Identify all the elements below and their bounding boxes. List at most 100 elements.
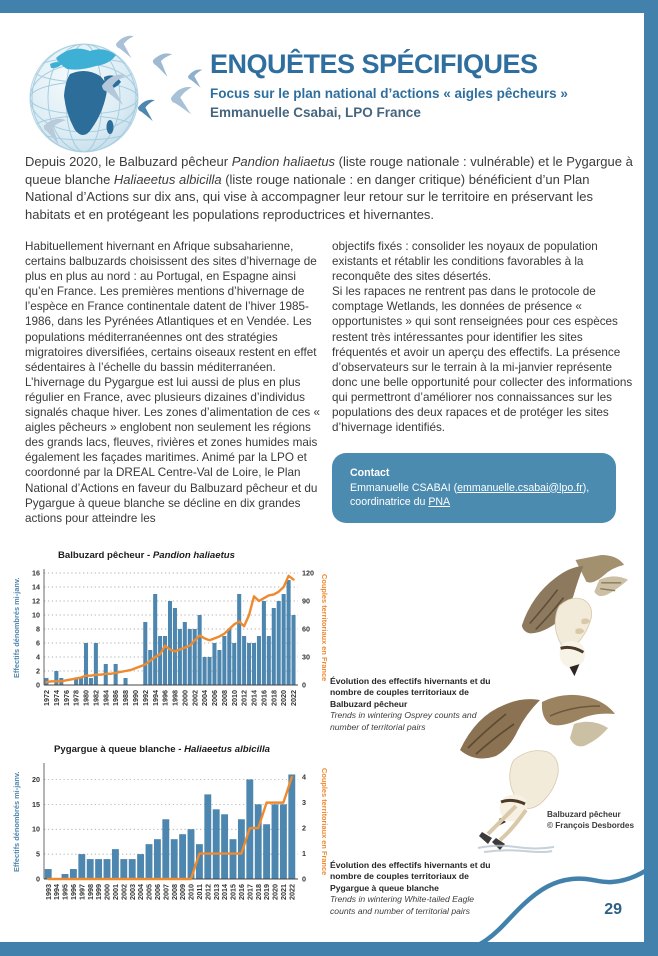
svg-text:1986: 1986 (111, 690, 120, 706)
species-name-latin: Pandion haliaetus (231, 154, 336, 169)
svg-text:2011: 2011 (195, 884, 204, 900)
svg-text:2012: 2012 (240, 690, 249, 706)
svg-text:0: 0 (36, 681, 40, 690)
caption-french: Évolution des effectifs hivernants et du… (330, 676, 491, 709)
svg-text:2001: 2001 (111, 884, 120, 900)
wave-decoration-icon (450, 860, 658, 956)
svg-text:2021: 2021 (279, 884, 288, 900)
svg-text:0: 0 (302, 681, 306, 690)
svg-text:1998: 1998 (171, 690, 180, 706)
contact-name: Emmanuelle CSABAI ( (350, 481, 458, 494)
species-name-latin: Haliaeetus albicilla (113, 171, 222, 187)
svg-text:2017: 2017 (245, 884, 254, 900)
svg-text:60: 60 (302, 625, 310, 634)
contact-email-link[interactable]: emmanuelle.csabai@lpo.fr (457, 481, 583, 494)
chart-title-species: Pandion haliaetus (152, 550, 235, 561)
svg-text:2022: 2022 (287, 884, 296, 900)
chart-title: Pygargue à queue blanche - Haliaeetus al… (54, 744, 270, 755)
svg-text:2016: 2016 (237, 884, 246, 900)
osprey-chart: Balbuzard pêcheur - Pandion haliaetus Ef… (12, 550, 336, 722)
svg-text:30: 30 (302, 653, 310, 662)
svg-text:2014: 2014 (220, 884, 229, 900)
svg-text:2010: 2010 (230, 690, 239, 706)
svg-text:1999: 1999 (94, 884, 103, 900)
svg-text:2009: 2009 (178, 884, 187, 900)
white-tailed-eagle-chart: Pygargue à queue blanche - Haliaeetus al… (12, 744, 336, 926)
svg-text:4: 4 (36, 653, 40, 662)
contact-pna-link[interactable]: PNA (428, 496, 451, 508)
intro-text: (liste rouge nationale : en danger criti… (25, 171, 593, 222)
svg-text:2004: 2004 (136, 884, 145, 900)
svg-text:1990: 1990 (131, 690, 140, 706)
page-subtitle: Focus sur le plan national d’actions « a… (210, 86, 568, 102)
svg-text:6: 6 (36, 639, 40, 648)
svg-text:2004: 2004 (200, 690, 209, 706)
intro-text: Depuis 2020, le Balbuzard pêcheur (25, 154, 232, 169)
svg-text:2002: 2002 (190, 690, 199, 706)
svg-text:2022: 2022 (289, 690, 298, 706)
page-number: 29 (604, 901, 622, 918)
body-paragraph: objectifs fixés : consolider les noyaux … (332, 240, 598, 284)
svg-text:2008: 2008 (220, 690, 229, 706)
svg-text:2018: 2018 (269, 690, 278, 706)
illustration-credit: Balbuzard pêcheur © François Desbordes (547, 810, 634, 831)
body-paragraph: Si les rapaces ne rentrent pas dans le p… (332, 285, 633, 435)
contact-text: ), (582, 481, 590, 494)
water-splash-icon (477, 844, 555, 853)
svg-text:2005: 2005 (145, 884, 154, 900)
svg-text:2016: 2016 (259, 690, 268, 706)
body-column-left: Habituellement hivernant en Afrique subs… (25, 239, 320, 526)
svg-text:3: 3 (302, 798, 306, 807)
svg-text:1996: 1996 (161, 690, 170, 706)
svg-text:1993: 1993 (44, 884, 53, 900)
svg-text:1982: 1982 (91, 690, 100, 706)
svg-text:16: 16 (32, 569, 40, 578)
svg-text:0: 0 (36, 875, 40, 884)
contact-box: Contact Emmanuelle CSABAI (emmanuelle.cs… (332, 453, 616, 523)
body-paragraph: Habituellement hivernant en Afrique subs… (25, 240, 320, 525)
svg-text:2006: 2006 (153, 884, 162, 900)
svg-text:2020: 2020 (279, 690, 288, 706)
osprey-hunting-illustration (460, 694, 615, 850)
svg-text:1976: 1976 (62, 690, 71, 706)
intro-text: (liste rouge nationale : vulnérable) et … (25, 154, 633, 187)
top-border-bar (0, 0, 658, 13)
svg-text:5: 5 (36, 850, 40, 859)
globe-birds-logo-icon (29, 35, 203, 153)
svg-text:8: 8 (36, 625, 40, 634)
svg-text:1994: 1994 (151, 690, 160, 706)
svg-text:1: 1 (302, 849, 306, 858)
chart-title-text: Pygargue à queue blanche - (54, 744, 185, 755)
credit-artist: © François Desbordes (547, 820, 635, 830)
contact-label: Contact (350, 467, 390, 479)
svg-text:2012: 2012 (203, 884, 212, 900)
svg-text:0: 0 (302, 875, 306, 884)
svg-text:2010: 2010 (187, 884, 196, 900)
svg-text:2008: 2008 (170, 884, 179, 900)
svg-text:1984: 1984 (101, 690, 110, 706)
osprey-diving-illustration (521, 554, 629, 677)
svg-text:90: 90 (302, 597, 310, 606)
svg-text:2003: 2003 (128, 884, 137, 900)
right-border-bar (644, 0, 658, 956)
svg-text:1994: 1994 (52, 884, 61, 900)
svg-text:1980: 1980 (82, 690, 91, 706)
svg-text:10: 10 (32, 611, 40, 620)
contact-text: coordinatrice du (350, 496, 429, 508)
svg-text:2000: 2000 (180, 690, 189, 706)
svg-text:1974: 1974 (52, 690, 61, 706)
svg-text:1972: 1972 (42, 690, 51, 706)
y-axis-label-right: Couples territoriaux en France (320, 768, 329, 876)
contact-line1: Emmanuelle CSABAI (emmanuelle.csabai@lpo… (350, 481, 602, 496)
svg-text:15: 15 (32, 800, 40, 809)
credit-species: Balbuzard pêcheur (547, 810, 621, 819)
svg-text:1978: 1978 (72, 690, 81, 706)
svg-text:12: 12 (32, 597, 40, 606)
svg-text:2014: 2014 (250, 690, 259, 706)
svg-text:1995: 1995 (61, 884, 70, 900)
svg-text:4: 4 (302, 773, 306, 782)
body-column-right: objectifs fixés : consolider les noyaux … (332, 239, 633, 435)
svg-text:2015: 2015 (229, 884, 238, 900)
